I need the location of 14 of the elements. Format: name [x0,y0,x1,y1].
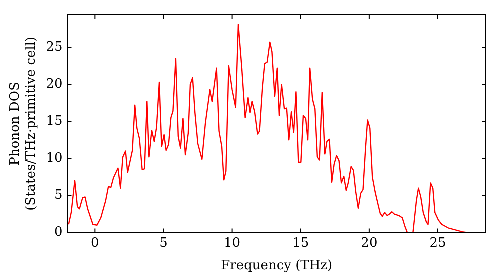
x-tick-label: 20 [361,236,378,251]
x-tick-label: 10 [224,236,241,251]
x-tick-label: 0 [91,236,100,251]
y-tick-label: 0 [54,225,63,240]
x-tick-label: 15 [292,236,310,251]
x-tick-label: 25 [430,236,446,251]
y-tick-label: 20 [46,77,63,92]
y-tick-label: 15 [46,114,63,130]
y-tick-label: 5 [54,188,63,204]
y-tick-label: 10 [46,151,63,166]
x-tick-label: 5 [160,236,168,251]
y-axis-title: Phonon DOS (States/THz·primitive cell) [8,36,39,211]
x-axis-title: Frequency (THz) [221,258,333,274]
y-tick-label: 25 [46,40,63,55]
